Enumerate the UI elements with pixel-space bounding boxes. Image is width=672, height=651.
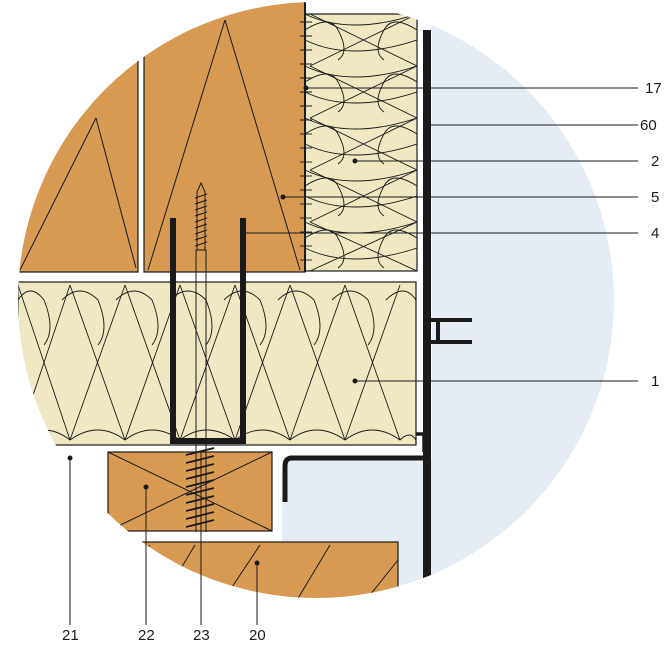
label-17: 17 <box>645 80 662 97</box>
timber-stud <box>143 2 306 273</box>
profile-clip <box>431 318 472 344</box>
label-2: 2 <box>651 153 659 170</box>
interior-lining <box>432 2 614 598</box>
label-5: 5 <box>651 189 659 206</box>
u-bracket <box>170 218 246 444</box>
mineral-wool-insulation <box>18 281 417 446</box>
timber-left <box>18 2 139 273</box>
label-21: 21 <box>62 627 79 644</box>
label-1: 1 <box>651 373 659 390</box>
steel-profile <box>423 30 431 590</box>
label-60: 60 <box>640 117 657 134</box>
membrane-ticks <box>300 21 312 261</box>
labels: 17 60 2 5 4 1 21 22 23 20 <box>62 80 662 644</box>
callouts <box>67 85 638 625</box>
label-4: 4 <box>651 225 659 242</box>
timber-beam <box>69 541 399 598</box>
profile-lip <box>416 432 426 452</box>
label-20: 20 <box>249 627 266 644</box>
label-22: 22 <box>138 627 155 644</box>
label-23: 23 <box>193 627 210 644</box>
ceiling-track <box>282 455 423 502</box>
